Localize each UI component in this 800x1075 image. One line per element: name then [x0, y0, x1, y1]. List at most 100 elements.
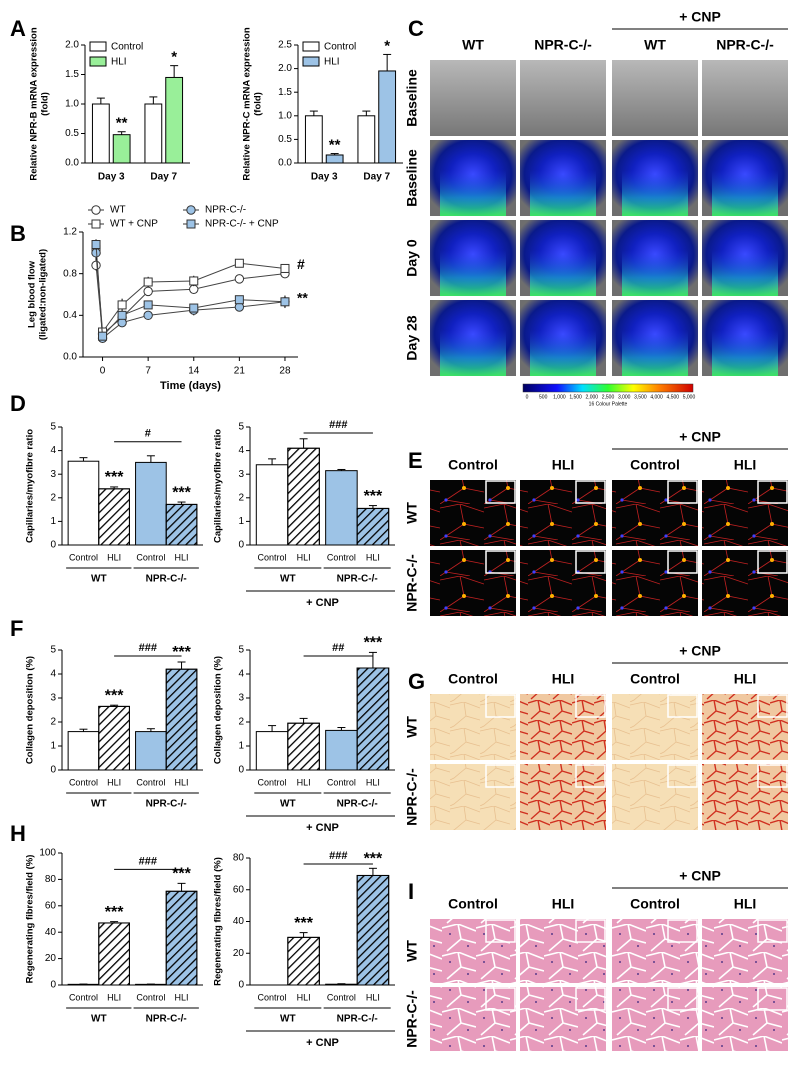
bar [135, 731, 167, 771]
micrograph [520, 694, 606, 760]
comparison-label: ### [139, 855, 157, 867]
y-tick-label: 2 [50, 717, 56, 728]
scale-label: 2,500 [602, 394, 615, 400]
significance-label: *** [294, 915, 313, 932]
bar [325, 983, 358, 986]
y-tick-label: 0.0 [63, 352, 77, 363]
y-axis-label: Regenerating fibres/field (%) [25, 855, 36, 984]
significance-label: *** [364, 488, 383, 505]
y-tick-label: 4 [50, 669, 56, 680]
x-tick-label: 21 [234, 366, 246, 377]
y-tick-label: 60 [233, 884, 245, 895]
x-tick-label: Control [327, 992, 356, 1002]
comparison-label: ### [139, 642, 157, 654]
x-tick-label: 7 [145, 366, 151, 377]
y-tick-label: 2.5 [278, 40, 292, 51]
group-label: NPR-C-/- [337, 799, 378, 810]
panel-header: + CNP [679, 643, 721, 659]
x-tick-label: Control [327, 552, 356, 562]
marker [186, 219, 196, 229]
row-label: Day 0 [404, 239, 420, 277]
y-tick-label: 5 [238, 422, 244, 433]
y-tick-label: 2 [238, 492, 244, 503]
micrograph [612, 764, 698, 830]
micrograph [430, 987, 516, 1051]
bar [165, 76, 184, 164]
y-tick-label: 2.0 [278, 63, 292, 74]
scale-label: 3,000 [618, 394, 631, 400]
marker [91, 260, 101, 271]
micrograph [612, 480, 698, 546]
scale-label: 2,000 [586, 394, 599, 400]
bar-hatch [98, 922, 130, 986]
significance-label: # [297, 256, 305, 272]
y-tick-label: 0.0 [278, 158, 292, 169]
column-label: NPR-C-/- [716, 37, 774, 53]
group-label: NPR-C-/- [337, 1014, 378, 1025]
significance-label: *** [172, 866, 191, 883]
y-axis-label: (fold) [40, 92, 51, 116]
legend-label: NPR-C-/- + CNP [205, 219, 279, 230]
x-tick-label: Control [258, 552, 287, 562]
legend-label: WT + CNP [110, 219, 158, 230]
marker [91, 240, 101, 249]
micrograph [702, 480, 788, 546]
y-tick-label: 80 [45, 874, 57, 885]
column-label: HLI [552, 457, 575, 473]
bar-hatch [356, 507, 390, 546]
micrograph [520, 919, 606, 983]
y-tick-label: 0.5 [278, 134, 292, 145]
y-tick-label: 0 [238, 540, 244, 551]
y-axis-label: Capillaries/myofibre ratio [25, 429, 36, 543]
x-tick-label: HLI [107, 777, 121, 787]
column-label: WT [644, 37, 666, 53]
y-tick-label: 5 [50, 645, 56, 656]
footer-label: + CNP [306, 822, 339, 834]
inset [485, 694, 516, 718]
row-label: Baseline [404, 149, 420, 207]
column-label: HLI [552, 896, 575, 912]
y-tick-label: 0 [50, 765, 56, 776]
panel-letter: G [408, 669, 425, 694]
y-axis-label: Relative NPR-B mRNA expression [29, 27, 40, 180]
y-axis-label: (ligated:non-ligated) [38, 249, 49, 340]
x-axis-label: Time (days) [160, 380, 221, 392]
significance-label: *** [105, 687, 124, 704]
x-tick-label: HLI [107, 992, 121, 1002]
row-label: Day 28 [404, 315, 420, 360]
inset [667, 987, 698, 1011]
micrograph [520, 480, 606, 546]
marker [117, 300, 127, 310]
y-tick-label: 0.0 [65, 158, 79, 169]
micrograph [702, 764, 788, 830]
bar [67, 731, 100, 771]
bar [255, 731, 289, 771]
inset [575, 480, 606, 504]
significance-label: *** [172, 484, 191, 501]
column-label: Control [630, 671, 680, 687]
inset [667, 694, 698, 718]
y-tick-label: 3 [50, 469, 56, 480]
perfusion-overlay [712, 250, 778, 296]
marker [234, 274, 245, 284]
y-tick-label: 1 [238, 741, 244, 752]
micrograph [702, 694, 788, 760]
inset [575, 919, 606, 943]
row-label: NPR-C-/- [404, 554, 420, 612]
bar-hatch [98, 488, 130, 546]
y-tick-label: 4 [238, 669, 244, 680]
scale-label: 1,500 [569, 394, 582, 400]
panel-letter: F [10, 616, 23, 641]
bar-hatch [98, 705, 130, 771]
x-tick-label: Control [258, 992, 287, 1002]
comparison-label: ### [329, 850, 347, 862]
group-label: NPR-C-/- [146, 799, 187, 810]
comparison-label: # [145, 428, 151, 440]
x-tick-label: HLI [366, 552, 380, 562]
x-tick-label: HLI [175, 992, 189, 1002]
x-tick-label: HLI [175, 552, 189, 562]
legend-label: HLI [111, 57, 127, 68]
inset [757, 694, 788, 718]
scale-label: 0 [526, 394, 529, 400]
